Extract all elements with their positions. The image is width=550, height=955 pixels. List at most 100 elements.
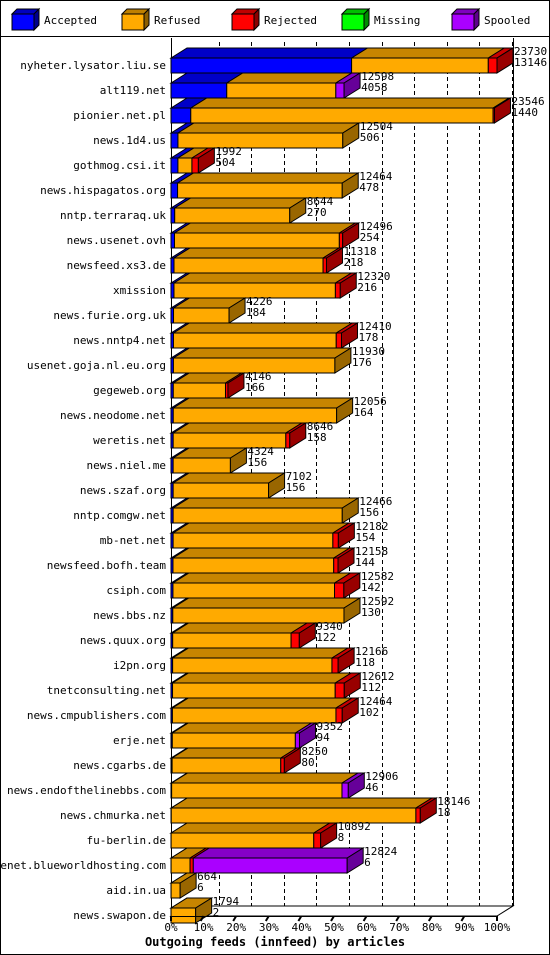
category-label: gegeweb.org bbox=[93, 384, 166, 397]
bar-segment-refused bbox=[172, 657, 333, 674]
bar-news-nntp4-net bbox=[169, 322, 360, 349]
offered-label: 12592 bbox=[361, 595, 394, 608]
category-label: nntp.comgw.net bbox=[73, 509, 166, 522]
bar-tnetconsulting-net bbox=[169, 672, 363, 699]
bar-pionier-net-pl bbox=[169, 97, 513, 124]
bar-side bbox=[179, 872, 197, 899]
bar-side bbox=[343, 572, 361, 599]
bar-news-endofthelinebbs-com bbox=[169, 772, 367, 799]
category-label: news.quux.org bbox=[80, 634, 166, 647]
bar-newsfeed-bofh-team bbox=[169, 547, 356, 574]
accepted-label: 506 bbox=[360, 131, 380, 144]
offered-label: 11318 bbox=[343, 245, 376, 258]
bar-segment-refused-top bbox=[171, 547, 352, 559]
bar-segment-accepted bbox=[170, 157, 179, 174]
bar-side bbox=[343, 672, 361, 699]
bar-news-niel-me bbox=[169, 447, 249, 474]
bar-side bbox=[298, 722, 316, 749]
bar-news-1d4-us bbox=[169, 122, 361, 149]
accepted-label: 94 bbox=[316, 731, 330, 744]
x-tick bbox=[460, 915, 466, 922]
x-axis-title: Outgoing feeds (innfeed) by articles bbox=[145, 935, 405, 949]
bar-segment-refused-top bbox=[171, 597, 362, 609]
offered-label: 12464 bbox=[359, 170, 392, 183]
bar-segment-accepted bbox=[170, 182, 179, 199]
offered-label: 10892 bbox=[338, 820, 371, 833]
bar-segment-refused-top bbox=[172, 247, 341, 259]
bar-side bbox=[339, 272, 357, 299]
bar-alt119-net bbox=[169, 72, 362, 99]
bar-segment-accepted-top bbox=[169, 47, 370, 59]
accepted-label: 4058 bbox=[361, 81, 388, 94]
bar-segment-refused-top bbox=[171, 347, 353, 359]
bar-segment-refused-top bbox=[349, 47, 507, 59]
bar-segment-refused-top bbox=[170, 747, 299, 759]
offered-label: 8646 bbox=[307, 420, 334, 433]
bar-segment-rejected bbox=[280, 757, 285, 774]
bar-side bbox=[341, 172, 359, 199]
bar-segment-refused bbox=[171, 732, 296, 749]
bar-side bbox=[336, 397, 354, 424]
offered-label: 4146 bbox=[245, 370, 272, 383]
bar-segment-refused bbox=[172, 332, 337, 349]
bar-segment-refused bbox=[172, 457, 231, 474]
category-label: news.1d4.us bbox=[93, 134, 166, 147]
bar-segment-refused bbox=[173, 257, 324, 274]
bar-side bbox=[325, 247, 343, 274]
bar-segment-refused bbox=[171, 707, 337, 724]
bar-news-usenet-ovh bbox=[169, 222, 361, 249]
category-label: weretis.net bbox=[93, 434, 166, 447]
legend-item-rejected: Rejected bbox=[230, 7, 317, 32]
bar-side bbox=[228, 297, 246, 324]
accepted-label: 130 bbox=[361, 606, 381, 619]
accepted-label: 142 bbox=[361, 581, 381, 594]
accepted-label: 144 bbox=[355, 556, 375, 569]
bar-segment-refused bbox=[172, 532, 334, 549]
accepted-label: 156 bbox=[247, 456, 267, 469]
bar-side bbox=[337, 522, 355, 549]
offered-label: 12320 bbox=[357, 270, 390, 283]
bar-segment-refused-top bbox=[169, 772, 360, 784]
x-tick-label: 0% bbox=[164, 921, 178, 934]
bar-segment-refused bbox=[172, 582, 336, 599]
offered-label: 12598 bbox=[361, 70, 394, 83]
offered-label: 12824 bbox=[364, 845, 397, 858]
bar-segment-rejected bbox=[334, 582, 345, 599]
legend-label: Rejected bbox=[264, 14, 317, 27]
bar-side bbox=[496, 47, 514, 74]
bar-gegeweb-org bbox=[169, 372, 246, 399]
bar-gothmog-csi-it bbox=[169, 147, 217, 174]
offered-label: 23546 bbox=[511, 95, 544, 108]
category-label: news.hispagatos.org bbox=[40, 184, 166, 197]
x-tick bbox=[199, 915, 205, 922]
bar-segment-refused-top bbox=[170, 672, 353, 684]
offered-label: 12504 bbox=[360, 120, 393, 133]
bar-side bbox=[341, 497, 359, 524]
x-tick-label: 90% bbox=[454, 921, 474, 934]
accepted-label: 80 bbox=[301, 756, 314, 769]
accepted-label: 6 bbox=[364, 856, 371, 869]
category-label: fu-berlin.de bbox=[87, 834, 166, 847]
x-axis: 0% 10% 20% 30% 40% 50% 60% 70% 80% 90% 100% bbox=[164, 915, 511, 934]
bar-segment-refused-top bbox=[171, 522, 351, 534]
legend-swatch bbox=[231, 13, 255, 31]
category-label: news.szaf.org bbox=[80, 484, 166, 497]
x-tick-label: 100% bbox=[484, 921, 511, 934]
bar-segment-spooled bbox=[341, 782, 349, 799]
accepted-label: 112 bbox=[361, 681, 381, 694]
bar-segment-refused-top bbox=[171, 572, 353, 584]
offered-label: 18146 bbox=[437, 795, 470, 808]
bar-usenet-blueworldhosting-com bbox=[169, 847, 365, 874]
bar-segment-rejected bbox=[290, 632, 300, 649]
bar-segment-rejected bbox=[332, 532, 339, 549]
bar-mb-net-net bbox=[169, 522, 357, 549]
accepted-label: 156 bbox=[359, 506, 379, 519]
offered-label: 12464 bbox=[359, 695, 392, 708]
x-tick bbox=[427, 915, 433, 922]
accepted-label: 18 bbox=[437, 806, 450, 819]
bar-segment-refused bbox=[172, 682, 336, 699]
accepted-label: 154 bbox=[355, 531, 375, 544]
bar-nntp-comgw-net bbox=[169, 497, 360, 524]
bar-segment-accepted bbox=[170, 57, 353, 74]
legend-label: Missing bbox=[374, 14, 420, 27]
